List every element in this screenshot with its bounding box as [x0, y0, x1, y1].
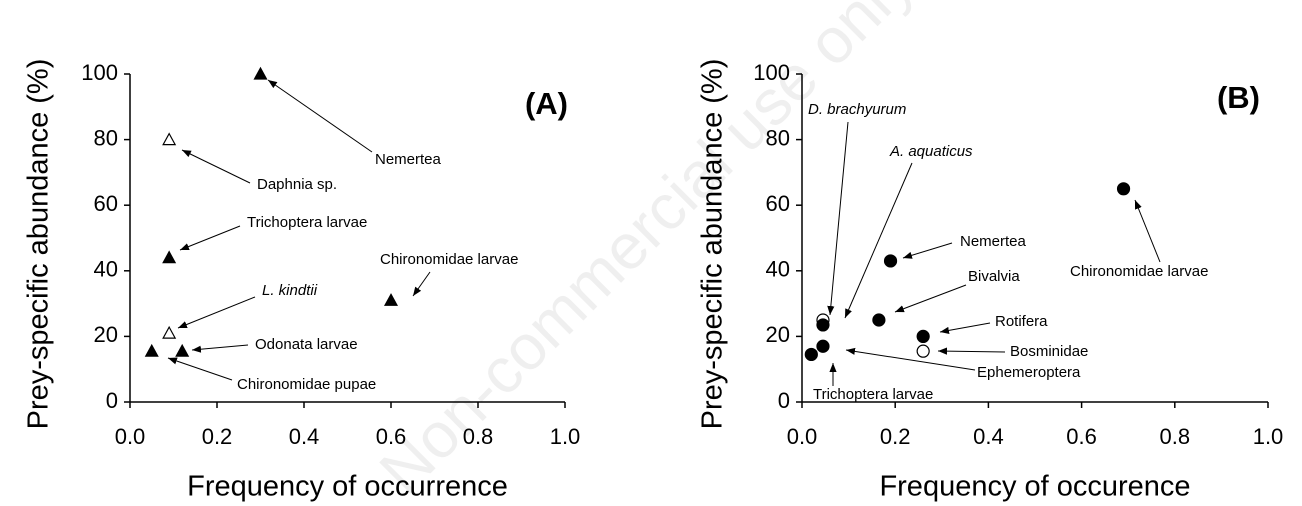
x-tick-label: 0.0 — [787, 424, 818, 449]
y-tick-label: 60 — [766, 191, 790, 216]
y-tick-label: 80 — [94, 125, 118, 150]
y-tick-label: 60 — [94, 191, 118, 216]
point — [162, 250, 177, 264]
point-label: Ephemeroptera — [977, 364, 1081, 381]
arrow — [167, 357, 233, 381]
arrow — [191, 344, 249, 353]
y-tick-label: 0 — [106, 388, 118, 413]
x-tick-label: 0.0 — [115, 424, 146, 449]
x-axis-label: Frequency of occurence — [879, 471, 1190, 503]
point-label: Bosminidae — [1010, 343, 1088, 360]
point-label: L. kindtii — [262, 282, 318, 299]
y-tick-label: 40 — [94, 257, 118, 282]
arrow — [181, 149, 251, 184]
point-label: Nemertea — [960, 233, 1027, 250]
point-label: Trichoptera larvae — [247, 214, 367, 231]
y-tick-label: 20 — [766, 322, 790, 347]
panel-label: (A) — [525, 86, 568, 121]
y-axis-label: Prey-specific abundance (%) — [697, 59, 729, 430]
point — [804, 347, 818, 362]
point-label: Trichoptera larvae — [813, 386, 933, 403]
point — [816, 339, 830, 353]
x-tick-label: 0.2 — [202, 424, 233, 449]
y-tick-label: 100 — [753, 60, 790, 85]
arrow — [939, 322, 991, 334]
y-tick-label: 20 — [94, 322, 118, 347]
point-label: Odonata larvae — [255, 336, 358, 353]
x-tick-label: 0.6 — [1066, 424, 1097, 449]
arrow — [177, 296, 256, 329]
x-tick-label: 1.0 — [1253, 424, 1284, 449]
arrow — [845, 347, 976, 371]
arrow — [827, 121, 849, 316]
x-axis-label: Frequency of occurrence — [187, 471, 508, 503]
point — [883, 254, 898, 268]
x-tick-label: 0.4 — [289, 424, 320, 449]
arrow — [267, 79, 373, 153]
y-tick-label: 100 — [81, 60, 118, 85]
point — [1116, 182, 1131, 196]
y-tick-label: 80 — [766, 125, 790, 150]
arrow — [902, 242, 953, 259]
point-label: A. aquaticus — [889, 143, 973, 160]
point-label: D. brachyurum — [808, 101, 906, 118]
x-tick-label: 1.0 — [550, 424, 581, 449]
point-label: Rotifera — [995, 313, 1048, 330]
y-tick-label: 40 — [766, 257, 790, 282]
arrow — [1134, 199, 1161, 263]
arrow — [179, 225, 241, 251]
y-tick-label: 0 — [778, 388, 790, 413]
x-tick-label: 0.4 — [973, 424, 1004, 449]
arrow — [844, 162, 913, 319]
x-tick-label: 0.2 — [880, 424, 911, 449]
arrow — [412, 271, 431, 297]
point-label: Chironomidae larvae — [380, 251, 518, 268]
point — [916, 344, 930, 358]
x-tick-label: 0.6 — [376, 424, 407, 449]
point — [175, 343, 190, 357]
point — [916, 329, 930, 343]
x-tick-label: 0.8 — [1160, 424, 1191, 449]
point — [872, 313, 886, 327]
point — [816, 318, 830, 332]
arrow — [937, 347, 1006, 355]
point — [383, 293, 399, 306]
point-label: Chironomidae pupae — [237, 376, 376, 393]
panel-label: (B) — [1217, 80, 1260, 115]
x-tick-label: 0.8 — [463, 424, 494, 449]
point — [253, 66, 268, 80]
point — [162, 132, 177, 146]
point-label: Chironomidae larvae — [1070, 263, 1208, 280]
point — [162, 325, 177, 339]
y-axis-label: Prey-specific abundance (%) — [23, 59, 55, 430]
point — [144, 343, 159, 357]
point-label: Bivalvia — [968, 268, 1020, 285]
arrow — [894, 284, 967, 313]
point-label: Nemertea — [375, 151, 442, 168]
point-label: Daphnia sp. — [257, 176, 337, 193]
